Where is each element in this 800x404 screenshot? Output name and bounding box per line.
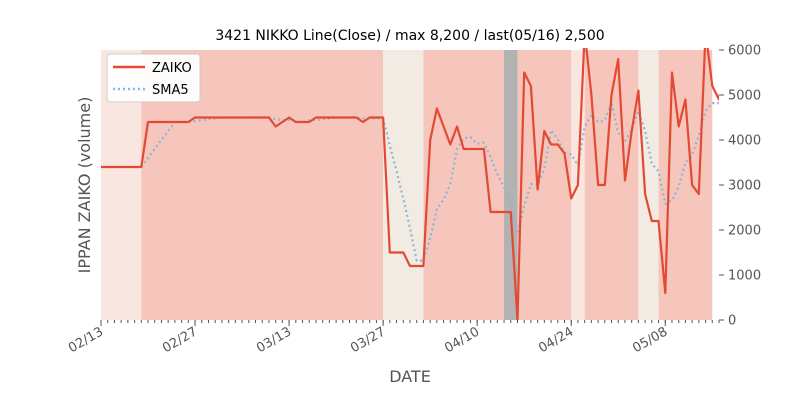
x-tick-label: 03/27 [348,324,388,356]
x-axis-ticks: 02/13 02/27 03/13 03/27 04/10 04/24 05/08 [66,320,720,356]
y-axis-label: IPPAN ZAIKO (volume) [75,97,94,274]
y-tick-label: 1000 [728,269,761,284]
y-tick-label: 0 [728,314,736,329]
y-tick-label: 6000 [728,44,761,59]
y-tick-label: 3000 [728,179,761,194]
series-lines [101,48,719,320]
y-tick-label: 2000 [728,224,761,239]
background-band-3 [423,50,505,320]
legend-label-zaiko: ZAIKO [152,61,192,76]
y-axis-ticks: 0 1000 2000 3000 4000 5000 6000 [719,44,761,329]
y-tick-label: 4000 [728,134,761,149]
y-tick-label: 5000 [728,89,761,104]
background-band-2 [383,50,424,320]
chart-title: 3421 NIKKO Line(Close) / max 8,200 / las… [215,28,604,44]
legend-label-sma5: SMA5 [152,83,189,98]
x-tick-label: 05/08 [630,324,670,356]
series-line-zaiko [101,48,719,320]
chart-legend: ZAIKO SMA5 [106,53,201,103]
background-band-8 [638,50,659,320]
x-tick-label: 02/13 [66,324,106,356]
x-tick-label: 04/10 [442,324,482,356]
x-tick-label: 03/13 [254,324,294,356]
x-tick-label: 04/24 [536,324,576,356]
x-axis-label: DATE [389,367,431,386]
background-band-5 [517,50,572,320]
x-tick-label: 02/27 [160,324,200,356]
